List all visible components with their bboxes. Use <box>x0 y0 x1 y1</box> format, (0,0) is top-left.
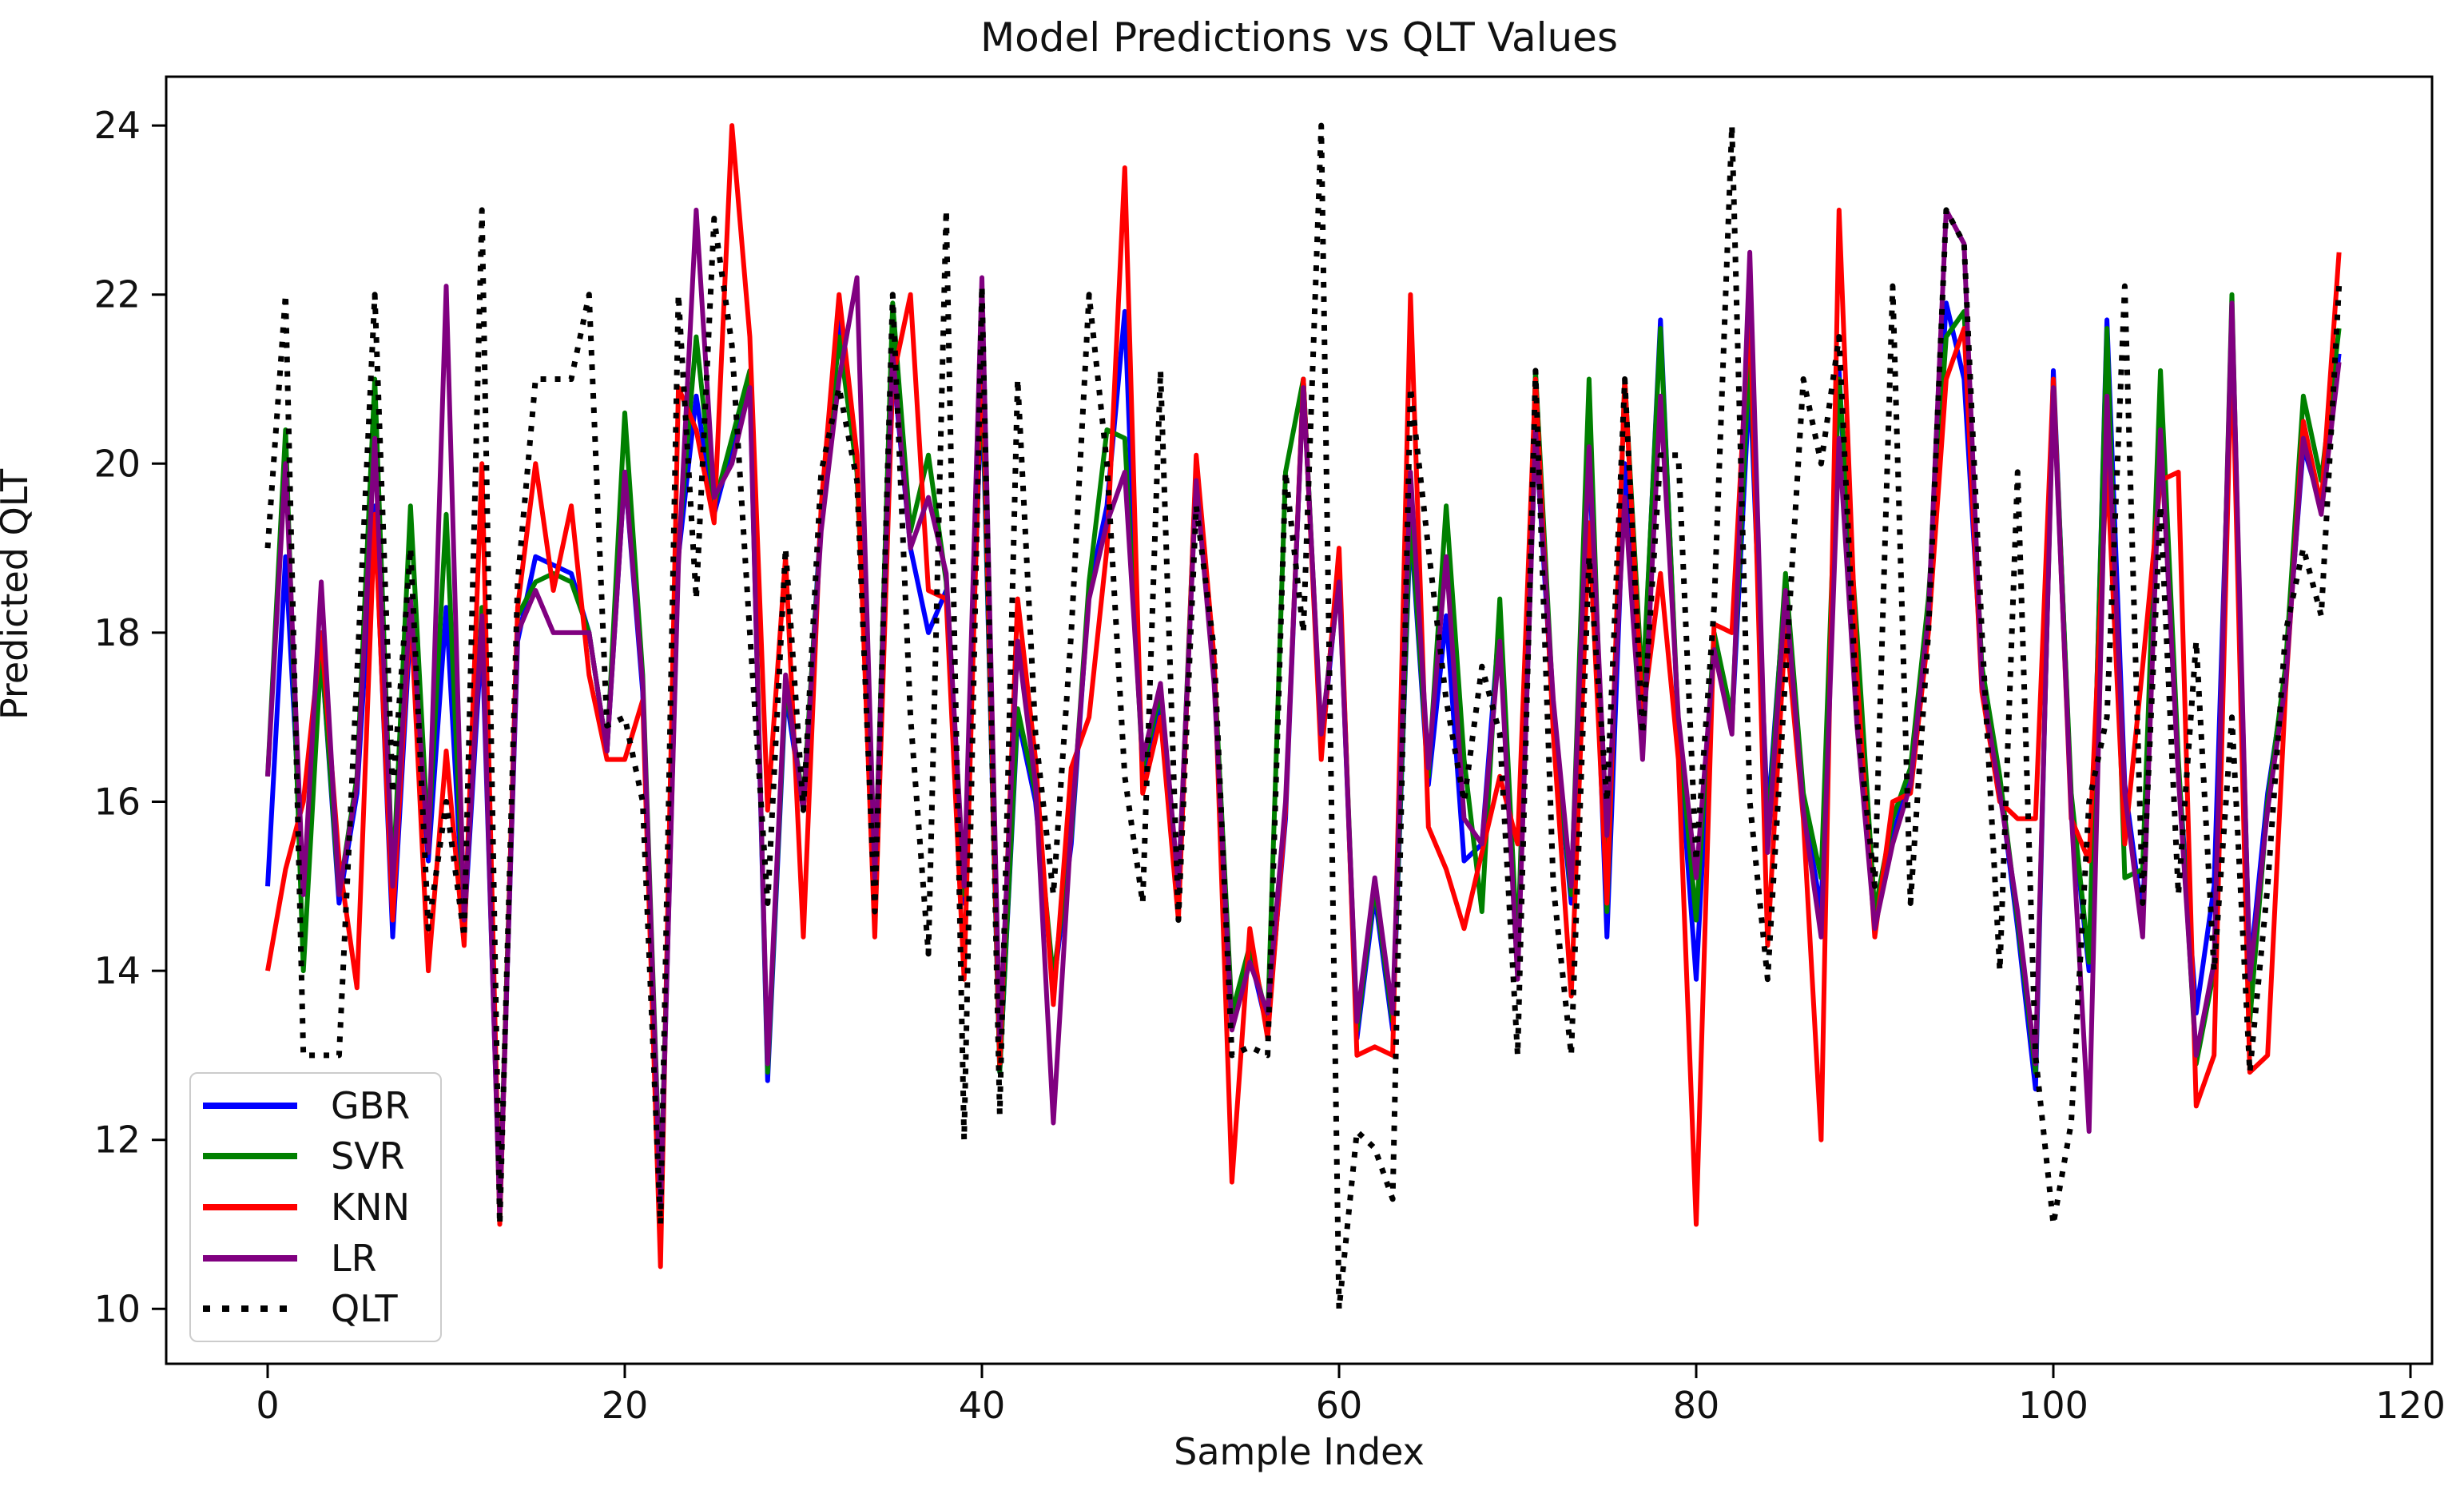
y-tick-label: 22 <box>93 273 141 316</box>
legend-label-lr: LR <box>331 1236 377 1280</box>
series-line-knn <box>265 123 2342 1270</box>
y-tick-label: 12 <box>93 1119 141 1162</box>
chart-title: Model Predictions vs QLT Values <box>980 14 1618 61</box>
legend-item-knn: KNN <box>191 1183 440 1231</box>
knn-line-swatch-icon <box>203 1203 297 1210</box>
legend: GBR SVR KNN LR QLT <box>189 1072 442 1342</box>
x-tick-label: 20 <box>602 1384 649 1427</box>
legend-label-svr: SVR <box>331 1134 405 1178</box>
gbr-line-swatch-icon <box>203 1102 297 1109</box>
y-tick-label: 10 <box>93 1287 141 1330</box>
series-line-lr <box>265 207 2342 1218</box>
qlt-line-swatch-icon <box>203 1305 297 1313</box>
x-tick-label: 80 <box>1673 1384 1720 1427</box>
legend-label-qlt: QLT <box>331 1287 398 1331</box>
legend-item-svr: SVR <box>191 1132 440 1180</box>
legend-item-lr: LR <box>191 1234 440 1282</box>
y-tick-label: 16 <box>93 781 141 824</box>
y-tick-label: 18 <box>93 611 141 654</box>
x-tick-label: 40 <box>959 1384 1006 1427</box>
svr-line-swatch-icon <box>203 1153 297 1160</box>
legend-label-gbr: GBR <box>331 1083 411 1127</box>
y-tick-label: 14 <box>93 949 141 992</box>
x-tick-label: 100 <box>2018 1384 2088 1427</box>
x-axis-label: Sample Index <box>1174 1430 1425 1473</box>
y-tick-label: 20 <box>93 442 141 485</box>
x-tick-label: 120 <box>2375 1384 2446 1427</box>
series-line-qlt <box>264 122 2343 1312</box>
legend-item-gbr: GBR <box>191 1082 440 1130</box>
legend-label-knn: KNN <box>331 1185 410 1229</box>
x-tick-label: 60 <box>1316 1384 1363 1427</box>
legend-item-qlt: QLT <box>191 1285 440 1333</box>
x-tick-label: 0 <box>256 1384 279 1427</box>
plot-frame <box>165 75 2434 1365</box>
lr-line-swatch-icon <box>203 1254 297 1262</box>
y-tick-label: 24 <box>93 104 141 147</box>
